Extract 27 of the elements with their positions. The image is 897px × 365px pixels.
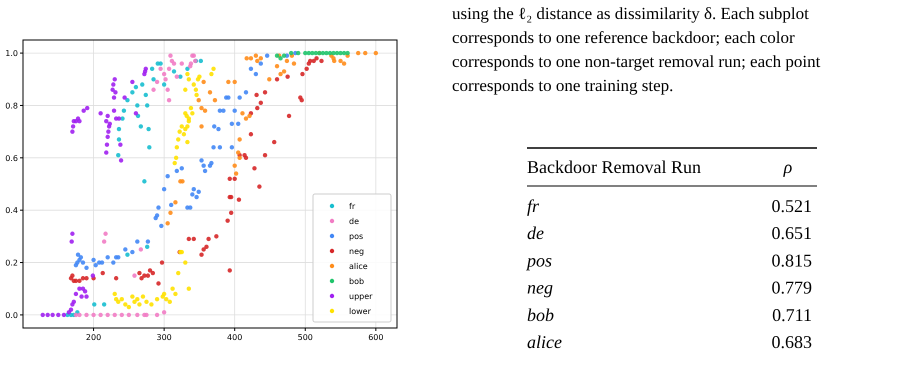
legend-label: bob (349, 277, 364, 286)
x-tick-label: 600 (368, 333, 384, 342)
text: bob 0.711 (527, 304, 812, 325)
legend-label: neg (349, 247, 364, 256)
y-tick-label: 0.8 (5, 101, 18, 110)
y-tick-label: 0.2 (5, 258, 18, 268)
legend-label: pos (349, 232, 364, 241)
x-tick-label: 400 (227, 333, 242, 342)
legend-label: alice (349, 262, 368, 271)
legend-label: fr (349, 202, 356, 211)
text: Backdoor Removal Run ρ (527, 157, 792, 177)
text: alice 0.683 (527, 332, 812, 352)
text: de 0.651 (527, 223, 812, 244)
y-tick-label: 0.6 (5, 154, 18, 163)
text: neg 0.779 (527, 278, 812, 298)
text: pos 0.815 (527, 250, 812, 270)
y-tick-label: 0.0 (5, 310, 18, 320)
x-tick-label: 200 (86, 333, 102, 342)
text: fr 0.521 (527, 196, 812, 216)
y-tick-label: 1.0 (5, 49, 18, 58)
text: using the ℓ₂ distance as dissimilarity δ. Each subplot corresponds to one reference backdoor; each color corresponds to one non-target removal run; each point corresponds to one training step. (452, 3, 822, 97)
legend-label: de (349, 217, 360, 226)
x-tick-label: 500 (298, 333, 313, 342)
y-tick-label: 0.4 (5, 206, 18, 216)
legend-label: upper (349, 292, 374, 301)
legend-label: lower (349, 307, 372, 316)
x-tick-label: 300 (156, 333, 172, 342)
